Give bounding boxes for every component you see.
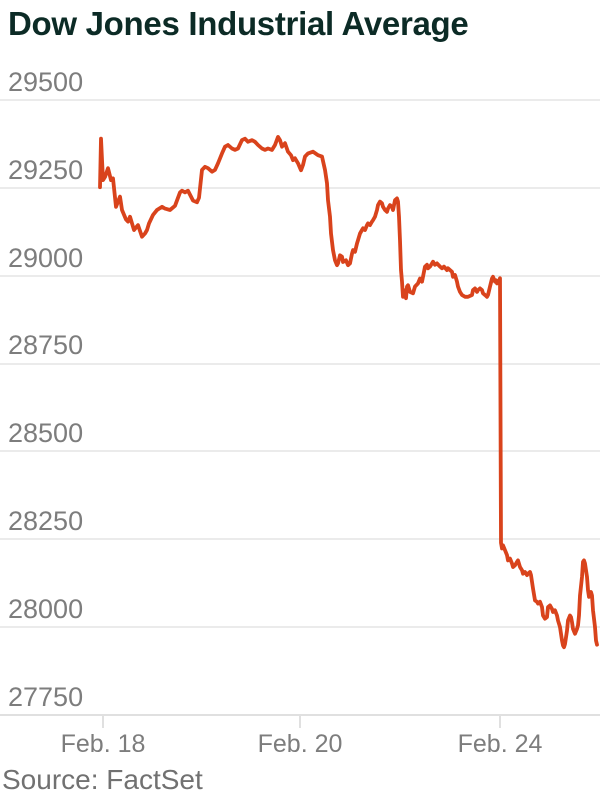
- x-axis-label: Feb. 18: [60, 730, 146, 758]
- gridline: [0, 626, 600, 628]
- gridline: [0, 275, 600, 277]
- x-axis-label: Feb. 24: [457, 730, 543, 758]
- y-axis-label: 27750: [8, 682, 84, 712]
- x-axis-tick: [299, 715, 301, 728]
- gridline: [0, 187, 600, 189]
- x-axis-label: Feb. 20: [257, 730, 343, 758]
- chart-title: Dow Jones Industrial Average: [8, 5, 469, 42]
- y-axis-label: 28000: [8, 594, 84, 624]
- source-note: Source: FactSet: [2, 764, 203, 795]
- x-axis-tick: [102, 715, 104, 728]
- y-axis-label: 28500: [8, 418, 84, 448]
- y-axis-label: 28250: [8, 506, 84, 536]
- x-axis-tick: [499, 715, 501, 728]
- gridline: [0, 99, 600, 101]
- gridline: [0, 538, 600, 540]
- gridline: [0, 363, 600, 365]
- gridline: [0, 450, 600, 452]
- y-axis-label: 28750: [8, 330, 84, 360]
- y-axis-label: 29500: [8, 67, 84, 97]
- y-axis-label: 29000: [8, 243, 84, 273]
- y-axis-label: 29250: [8, 155, 84, 185]
- price-line: [98, 135, 599, 650]
